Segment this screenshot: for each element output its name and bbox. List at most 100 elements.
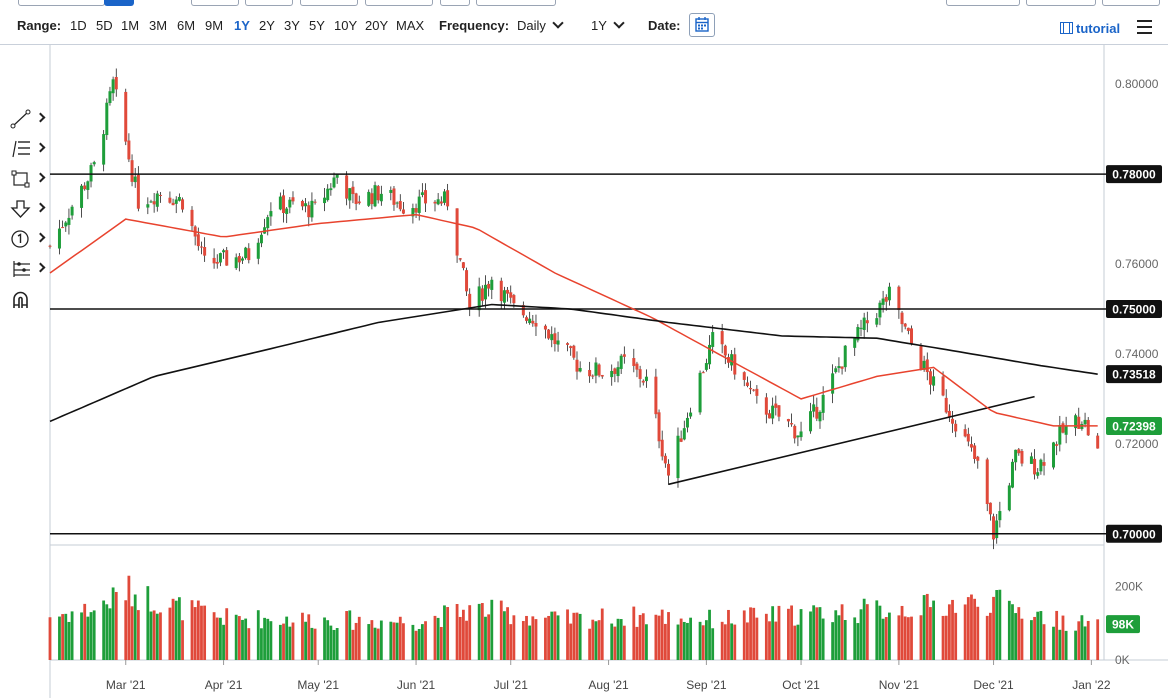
volume-bar [348,610,352,660]
top-stub[interactable] [18,0,105,6]
range-1d[interactable]: 1D [70,18,87,33]
range-2y[interactable]: 2Y [259,18,275,33]
candle-body [853,338,857,348]
candle-body [969,444,973,448]
pattern-tool[interactable] [6,257,46,281]
candle-body [332,177,336,188]
shape-tool[interactable] [6,167,46,191]
volume-bar [679,618,683,660]
candle-body [64,222,68,227]
volume-bar [859,609,863,660]
candle-body [711,332,715,347]
range-10y[interactable]: 10Y [334,18,358,33]
fib-tool[interactable] [6,137,46,161]
date-picker-button[interactable] [689,13,715,37]
candle-body [455,208,459,256]
volume-bar [200,605,203,660]
volume-bar [503,611,506,660]
top-stub[interactable] [365,0,433,6]
candle-body [1017,449,1021,454]
line-tool[interactable] [6,107,46,131]
top-stub[interactable] [191,0,239,6]
top-stub-active[interactable] [104,0,134,6]
candle-body [704,363,708,370]
candle-body [566,343,570,345]
range-5d[interactable]: 5D [96,18,113,33]
range-1m[interactable]: 1M [121,18,140,33]
volume-bar [1039,611,1043,660]
tutorial-link[interactable]: tutorial [1060,21,1120,36]
candle-body [1007,485,1011,511]
volume-bar [1083,626,1087,660]
date-label: Date: [648,18,681,33]
magnet-tool[interactable] [6,287,46,311]
volume-bar [815,607,819,660]
period-select[interactable]: 1Y [591,17,625,33]
range-9m[interactable]: 9M [205,18,224,33]
range-max[interactable]: MAX [396,18,425,33]
volume-bar [414,630,418,660]
volume-bar [83,603,87,660]
volume-bar [534,619,538,660]
volume-bar [111,587,115,660]
top-stub[interactable] [1102,0,1160,6]
candle-body [856,327,860,341]
volume-bar [755,617,759,660]
range-20y[interactable]: 20Y [365,18,389,33]
volume-bar [954,612,958,660]
volume-bar [749,607,752,660]
range-3y[interactable]: 3Y [284,18,300,33]
candle-body [509,292,513,298]
range-6m[interactable]: 6M [177,18,196,33]
volume-bar [903,616,907,660]
volume-bar [970,594,973,660]
candle-body [663,455,667,464]
candle-body [111,79,115,94]
range-label: Range: [17,18,62,33]
volume-bar [291,622,295,660]
x-tick-label: Apr '21 [205,678,243,692]
top-stub[interactable] [946,0,1020,6]
candle-body [865,320,869,324]
candle-body [102,134,106,165]
volume-bar [995,590,999,660]
candle-body [985,459,989,505]
top-stub[interactable] [476,0,556,6]
candle-body [887,286,891,301]
candle-body [667,463,671,476]
volume-bar [900,605,904,660]
price-tag [1106,299,1162,318]
trend-line [668,395,1035,486]
volume-bar [149,611,153,660]
candle-body [941,376,945,396]
volume-bar [285,616,289,660]
top-stub[interactable] [300,0,358,6]
range-3m[interactable]: 3M [149,18,168,33]
period-value: 1Y [591,18,607,33]
volume-bar [812,605,816,660]
candle-body [1077,416,1081,429]
candle-body [212,257,216,264]
volume-bar [588,628,592,660]
candle-body [796,435,800,438]
top-stub[interactable] [245,0,293,6]
candle-body [638,369,642,379]
annotation-tool[interactable] [6,227,46,251]
price-chart[interactable]: 0.78000 0.75000 0.70000 0.80000 0.76000 0.740… [0,45,1168,698]
candle-body [401,209,405,214]
line-tool-icon [10,109,31,129]
volume-bar [48,617,52,660]
arrow-tool[interactable] [6,197,46,221]
range-1y[interactable]: 1Y [234,18,250,33]
volume-bar [910,616,913,660]
candle-body [1042,462,1046,466]
candle-body [689,412,693,417]
range-5y[interactable]: 5Y [309,18,325,33]
hamburger-menu-icon[interactable] [1137,20,1152,34]
candle-body [461,262,465,269]
frequency-select[interactable]: Daily [517,17,564,33]
top-stub[interactable] [1026,0,1096,6]
arrow-tool-icon [10,200,31,218]
top-stub[interactable] [440,0,470,6]
volume-bar [376,628,380,660]
